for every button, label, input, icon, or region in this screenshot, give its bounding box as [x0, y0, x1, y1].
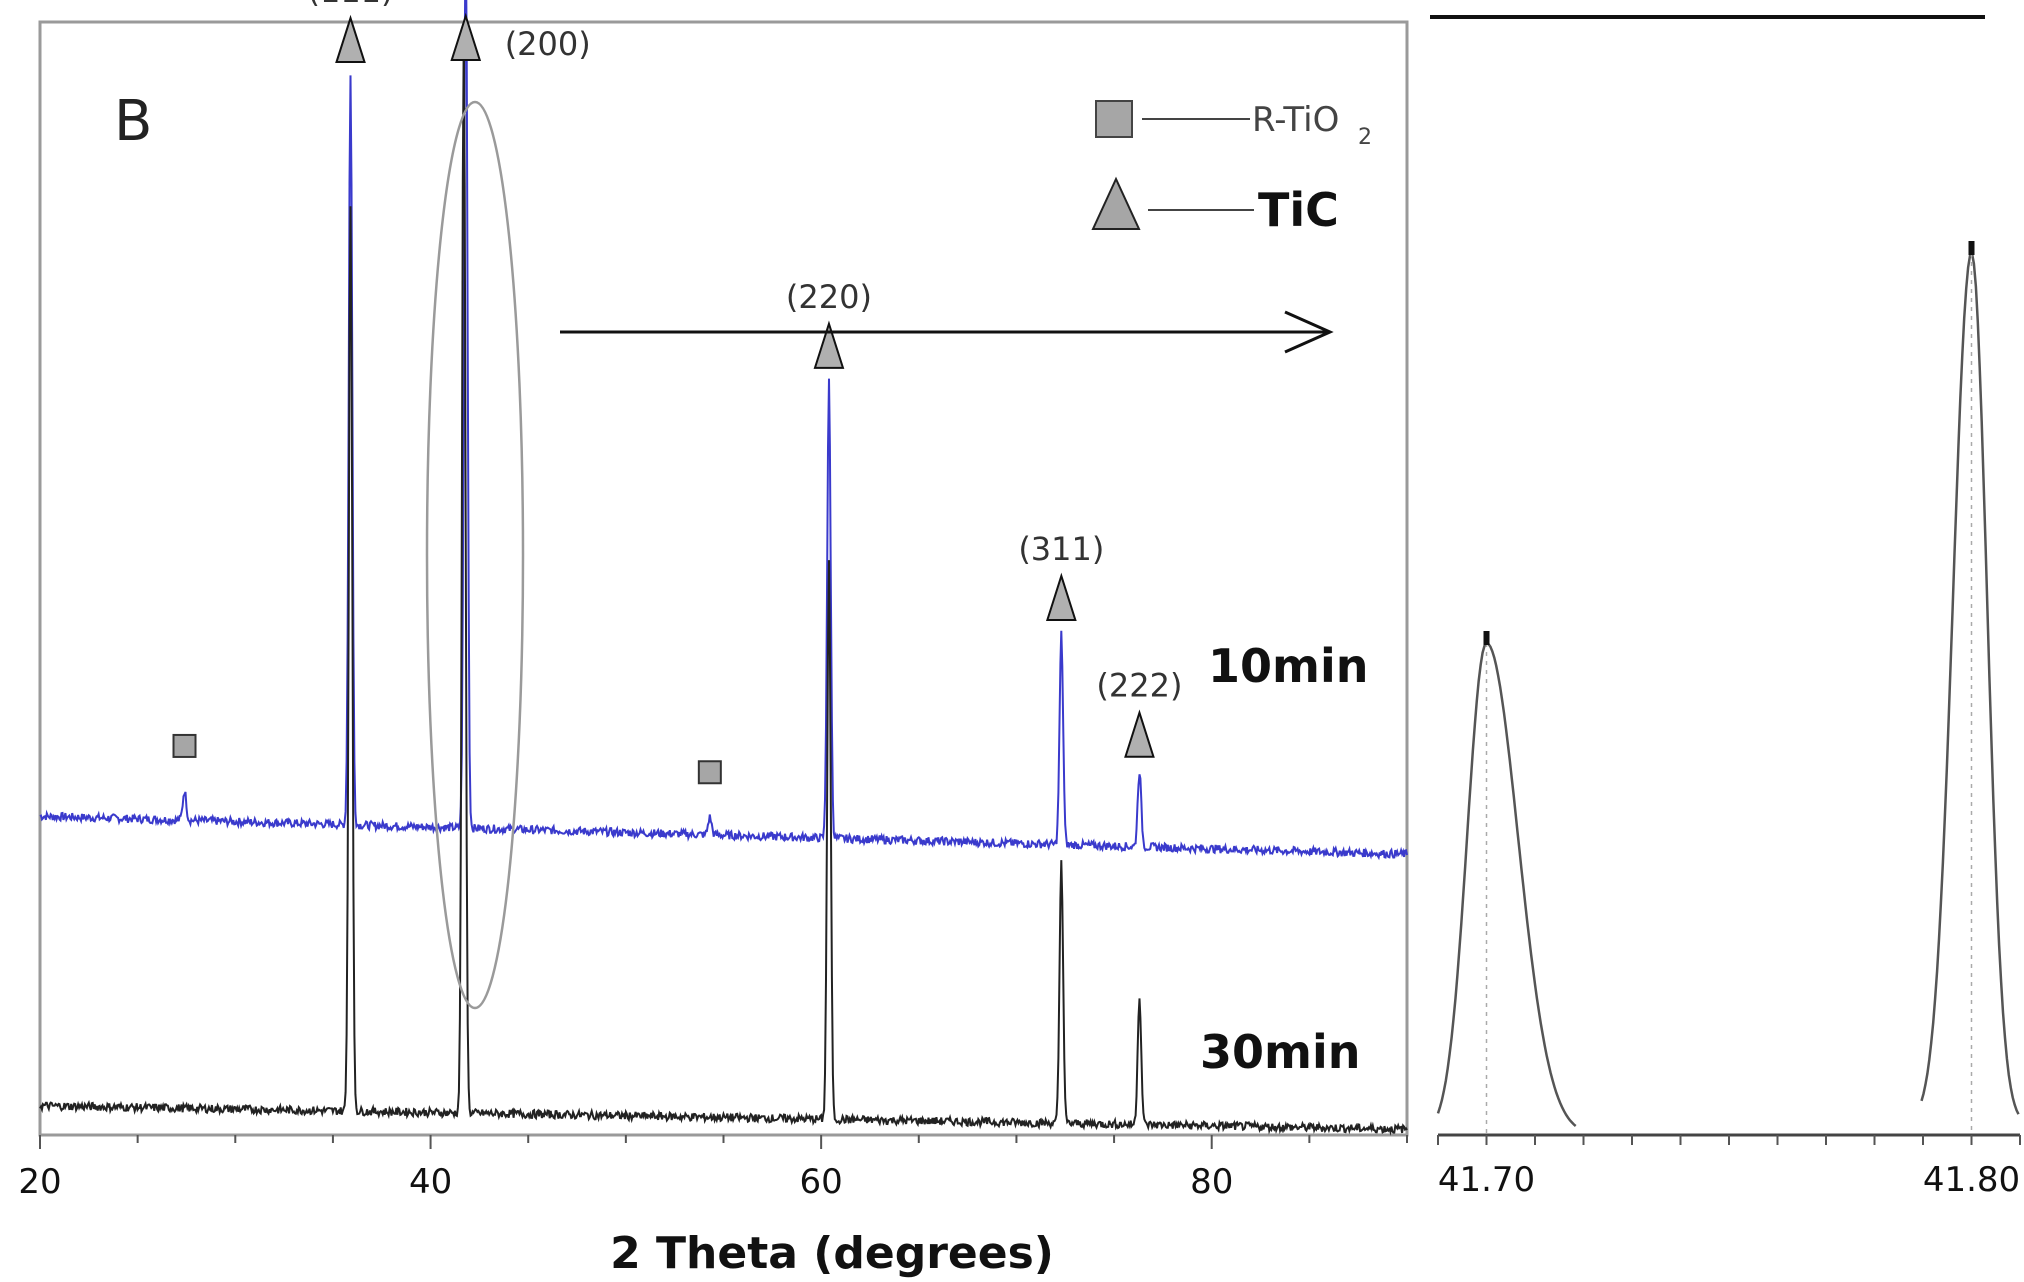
zoom-peak-tick	[1483, 631, 1490, 645]
x-tick-label: 40	[409, 1162, 452, 1202]
tic-marker	[335, 14, 366, 64]
highlight-ellipse	[425, 100, 525, 1010]
legend: R-TiO 2 TiC	[1091, 100, 1372, 237]
hkl-label: (111)	[307, 0, 393, 10]
zoom-x-tick-label: 41.80	[1923, 1160, 2020, 1200]
legend-label-rutile: R-TiO	[1252, 100, 1339, 140]
x-axis-label: 2 Theta (degrees)	[610, 1228, 1054, 1278]
main-plot-frame	[38, 20, 1409, 1137]
tic-marker	[813, 320, 845, 369]
trace-30min	[39, 27, 1408, 1136]
x-tick-label: 20	[18, 1162, 61, 1202]
tic-legend-marker	[1091, 176, 1141, 230]
hkl-label: (311)	[1018, 530, 1104, 568]
hkl-label: (222)	[1096, 667, 1182, 705]
trace-10min	[39, 0, 1408, 861]
zoom-arrow	[560, 310, 1334, 354]
x-tick-label: 80	[1190, 1162, 1233, 1202]
legend-label-tic: TiC	[1258, 183, 1339, 237]
zoom-trace-10min	[1920, 250, 2020, 1115]
rutile-marker	[172, 733, 197, 758]
tic-marker	[1045, 572, 1077, 621]
x-tick-label: 60	[800, 1162, 843, 1202]
zoom-peak-tick	[1968, 241, 1975, 255]
tic-marker	[1124, 709, 1155, 758]
panel-letter: B	[114, 89, 152, 154]
rutile-marker	[697, 760, 722, 785]
zoom-x-tick-label: 41.70	[1438, 1160, 1535, 1200]
zoom-trace-30min	[1436, 641, 1577, 1127]
series-label-30min: 30min	[1200, 1025, 1360, 1079]
series-label-10min: 10min	[1208, 639, 1368, 693]
rutile-legend-marker	[1095, 100, 1133, 138]
tic-marker	[450, 12, 482, 61]
hkl-label: (220)	[786, 278, 872, 316]
legend-label-rutile-subscript: 2	[1358, 125, 1372, 150]
hkl-label: (200)	[505, 25, 591, 63]
